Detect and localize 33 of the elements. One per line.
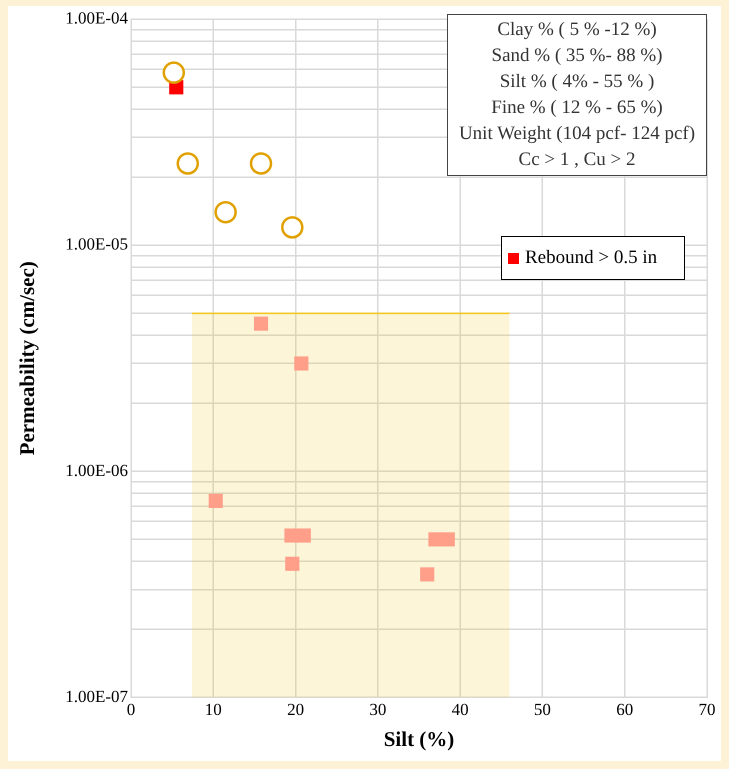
point bbox=[162, 61, 186, 84]
legend-label: Rebound > 0.5 in bbox=[525, 246, 658, 270]
y-tick-label: 1.00E-07 bbox=[65, 686, 128, 706]
point bbox=[285, 556, 300, 571]
y-tick-label: 1.00E-06 bbox=[65, 460, 128, 480]
point bbox=[420, 567, 434, 582]
point bbox=[294, 356, 308, 371]
point bbox=[440, 532, 455, 546]
point bbox=[250, 152, 272, 175]
point bbox=[281, 216, 304, 239]
x-tick-label: 0 bbox=[126, 700, 136, 720]
x-tick-label: 20 bbox=[287, 700, 304, 720]
x-tick-label: 40 bbox=[452, 700, 469, 720]
annotation: Unit Weight (104 pcf- 124 pcf) bbox=[458, 122, 696, 146]
annotation: Fine % ( 12 % - 65 %) bbox=[490, 96, 664, 120]
y-tick-label: 1.00E-04 bbox=[65, 8, 128, 28]
annotation: Cc > 1 , Cu > 2 bbox=[518, 148, 636, 172]
annotation: Sand % ( 35 %- 88 %) bbox=[490, 44, 664, 68]
annotation: Clay % ( 5 % -12 %) bbox=[496, 18, 658, 42]
x-axis-title: Silt (%) bbox=[384, 726, 454, 751]
y-axis-title: Permeability (cm/sec) bbox=[15, 261, 40, 456]
y-tick-label: 1.00E-05 bbox=[65, 234, 128, 254]
x-tick-label: 70 bbox=[698, 700, 716, 720]
x-tick-label: 60 bbox=[616, 700, 634, 720]
annotation: Silt % ( 4% - 55 % ) bbox=[498, 70, 656, 94]
x-tick-label: 10 bbox=[204, 700, 222, 720]
point bbox=[176, 152, 200, 175]
x-tick-label: 50 bbox=[534, 700, 551, 720]
point bbox=[254, 316, 268, 331]
point bbox=[296, 528, 311, 543]
point bbox=[208, 494, 223, 508]
x-tick-label: 30 bbox=[369, 700, 386, 720]
point bbox=[214, 200, 237, 224]
